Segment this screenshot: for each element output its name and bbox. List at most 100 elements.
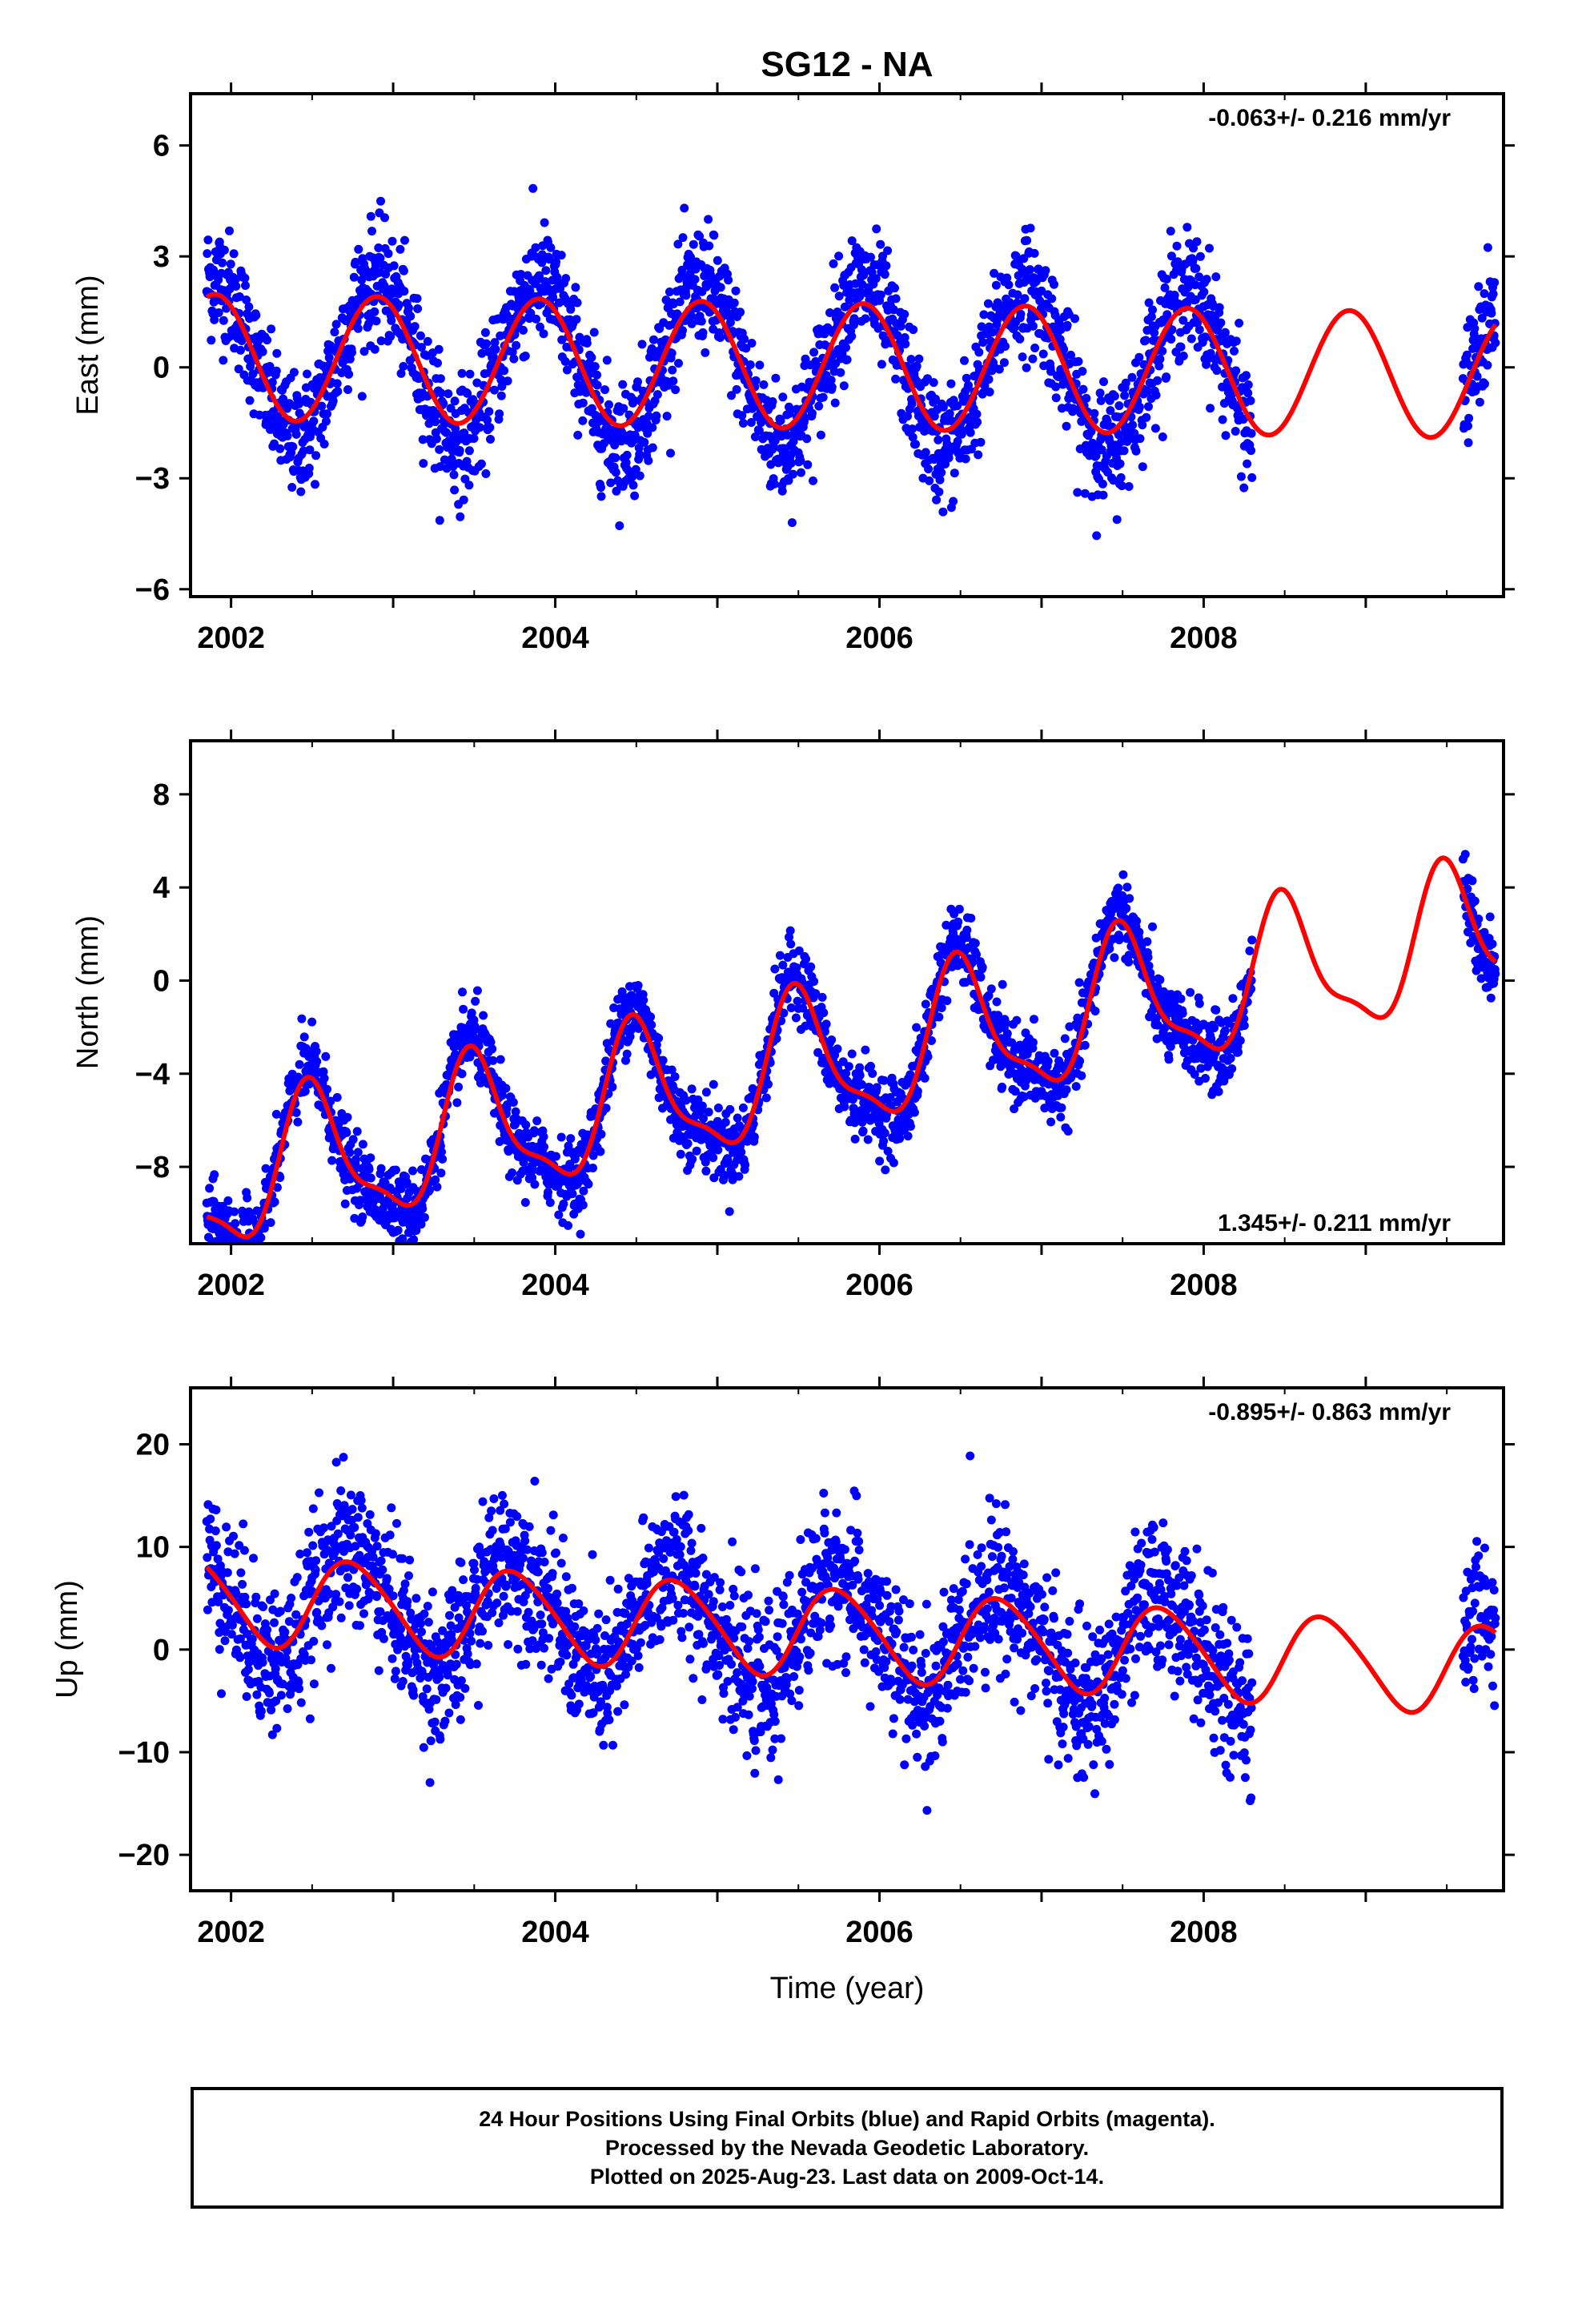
data-point	[786, 458, 796, 468]
data-point	[937, 468, 946, 477]
data-point	[974, 450, 983, 460]
data-point	[875, 1156, 885, 1166]
data-point	[668, 365, 677, 375]
data-point	[265, 362, 275, 371]
data-point	[1195, 325, 1204, 335]
data-point	[592, 370, 601, 380]
data-point	[876, 239, 885, 249]
data-point	[289, 368, 299, 377]
data-point	[530, 1180, 540, 1189]
data-point	[245, 396, 255, 405]
data-point	[1075, 1056, 1085, 1066]
data-point	[1078, 384, 1088, 394]
data-point	[439, 399, 448, 408]
data-point	[964, 380, 973, 390]
data-point	[724, 275, 733, 285]
data-point	[1247, 935, 1257, 945]
data-point	[648, 423, 657, 432]
data-point	[521, 1120, 531, 1130]
data-point	[327, 1156, 337, 1165]
data-point	[1022, 235, 1032, 245]
data-point	[248, 369, 258, 379]
data-point	[1221, 431, 1231, 440]
data-point	[606, 478, 616, 488]
data-point	[225, 226, 234, 235]
data-point	[1030, 248, 1039, 258]
data-point	[464, 446, 474, 456]
data-point	[786, 939, 796, 949]
data-point	[1474, 282, 1484, 292]
data-point	[1201, 332, 1210, 342]
data-point	[490, 385, 499, 395]
data-point	[1028, 354, 1038, 364]
data-point	[406, 312, 416, 321]
data-point	[879, 1136, 889, 1146]
data-point	[861, 314, 870, 324]
data-point	[872, 1083, 881, 1092]
data-point	[990, 268, 999, 278]
data-point	[1125, 894, 1134, 903]
data-point	[876, 290, 885, 300]
data-point	[785, 926, 795, 935]
data-point	[701, 348, 710, 357]
data-point	[596, 483, 605, 493]
data-point	[244, 302, 254, 312]
data-point	[459, 495, 468, 505]
data-point	[1228, 994, 1238, 1003]
x-tick-label: 2004	[521, 1269, 589, 1302]
data-point	[1096, 396, 1106, 405]
data-point	[646, 1012, 656, 1022]
data-point	[1235, 1035, 1245, 1045]
data-point	[1245, 946, 1255, 955]
data-point	[1470, 324, 1480, 333]
data-point	[1182, 223, 1192, 232]
data-point	[266, 1218, 275, 1228]
data-point	[1151, 390, 1161, 400]
data-point	[741, 1160, 750, 1170]
data-point	[889, 1158, 898, 1168]
data-point	[434, 344, 444, 354]
data-point	[768, 397, 777, 406]
data-point	[840, 302, 849, 312]
data-point	[1218, 415, 1227, 424]
data-point	[488, 352, 498, 362]
data-point	[431, 417, 440, 427]
data-point	[877, 360, 886, 369]
data-point	[759, 380, 769, 389]
data-point	[1468, 876, 1477, 886]
data-point	[938, 402, 948, 412]
data-point	[821, 1019, 831, 1029]
data-point	[442, 428, 452, 437]
data-point	[998, 1082, 1007, 1092]
data-point	[709, 1080, 718, 1089]
data-point	[420, 1212, 429, 1222]
data-point	[777, 486, 787, 496]
data-point	[931, 394, 940, 404]
data-point	[1121, 378, 1130, 388]
data-point	[709, 1153, 718, 1163]
data-point	[203, 1605, 212, 1614]
data-point	[1132, 916, 1142, 926]
data-point	[704, 1108, 713, 1117]
y-axis-label: North (mm)	[71, 915, 105, 1069]
data-point	[834, 292, 844, 301]
data-point	[733, 1113, 742, 1123]
data-point	[836, 368, 845, 377]
data-point	[1146, 312, 1156, 321]
data-point	[816, 430, 825, 440]
data-point	[323, 409, 331, 419]
data-point	[970, 939, 980, 948]
data-point	[1118, 870, 1128, 879]
data-point	[1051, 393, 1061, 403]
data-point	[736, 308, 745, 317]
data-point	[380, 213, 389, 223]
data-point	[214, 275, 223, 284]
data-point	[674, 359, 683, 368]
data-point	[250, 1245, 259, 1254]
data-point	[658, 1055, 668, 1065]
data-point	[412, 1225, 421, 1235]
data-point	[635, 471, 644, 480]
data-point	[934, 435, 943, 444]
data-point	[855, 1071, 865, 1080]
